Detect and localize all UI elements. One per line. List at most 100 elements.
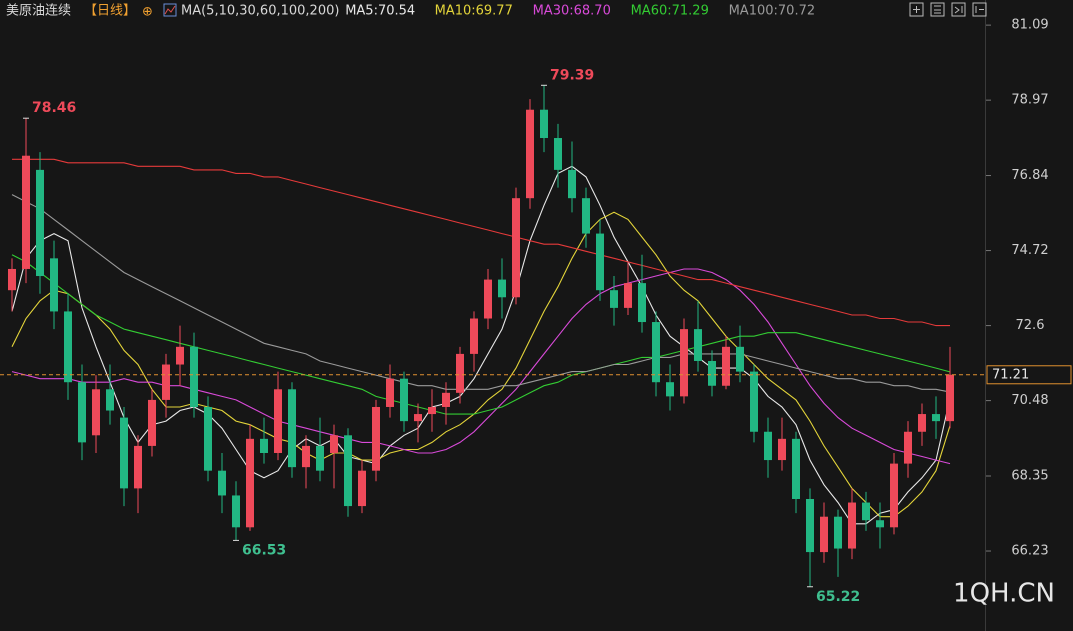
tool-button[interactable] (930, 2, 945, 17)
candle-body (92, 389, 100, 436)
candle-body (498, 279, 506, 298)
ma-line (12, 158, 950, 327)
candle-body (708, 360, 716, 386)
candle-body (610, 290, 618, 308)
candle-body (428, 406, 436, 415)
tool-button[interactable] (972, 2, 987, 17)
tool-button[interactable] (951, 2, 966, 17)
candle-body (876, 520, 884, 528)
indicator-icon-line (164, 5, 176, 15)
candle-body (722, 346, 730, 386)
candle-body (470, 318, 478, 354)
candle-body (414, 414, 422, 422)
period[interactable]: 【日线】 (84, 4, 136, 19)
candle-body (120, 417, 128, 489)
legend-entry: MA100:70.72 (729, 4, 816, 19)
candle-body (190, 346, 198, 407)
candle-body (736, 346, 744, 372)
y-tick-label: 78.97 (1011, 93, 1048, 108)
candle-body (148, 399, 156, 446)
candle-body (64, 311, 72, 383)
crosshair-icon[interactable]: ⊕ (142, 5, 153, 20)
candle-body (204, 406, 212, 471)
y-tick-label: 70.48 (1011, 393, 1048, 408)
candle-body (400, 378, 408, 422)
candle-body (274, 389, 282, 453)
candle-body (834, 516, 842, 549)
candle-body (890, 463, 898, 528)
candle-body (540, 109, 548, 139)
candle-body (176, 346, 184, 365)
annotation: 66.53 (242, 542, 286, 558)
candle-body (456, 353, 464, 393)
y-tick-label: 76.84 (1011, 168, 1048, 183)
candle-body (554, 138, 562, 170)
tool-button[interactable] (909, 2, 924, 17)
candle-body (218, 470, 226, 496)
toolbar (909, 2, 987, 17)
candle-body (316, 445, 324, 471)
candle-body (582, 198, 590, 234)
y-tick-label: 66.23 (1011, 544, 1048, 559)
last-price-label: 71.21 (992, 367, 1029, 382)
legend-entry: MA30:68.70 (533, 4, 611, 19)
candle-body (666, 382, 674, 397)
candle-body (246, 438, 254, 528)
candle-body (372, 406, 380, 471)
candle-body (134, 445, 142, 489)
legend-entry: MA60:71.29 (631, 4, 709, 19)
candle-body (806, 498, 814, 553)
legend-entry: MA10:69.77 (435, 4, 513, 19)
candle-body (792, 438, 800, 499)
chart-title: 美原油连续 (6, 3, 71, 19)
candle-body (624, 283, 632, 308)
candle-body (526, 109, 534, 199)
candle-body (344, 435, 352, 507)
candle-body (232, 495, 240, 528)
ma-line (11, 165, 951, 525)
candle-body (484, 279, 492, 319)
candle-body (750, 371, 758, 432)
candle-body (22, 155, 30, 269)
candle-body (50, 258, 58, 312)
candle-body (36, 169, 44, 277)
candle-body (568, 169, 576, 199)
ma-label: MA(5,10,30,60,100,200) (181, 4, 339, 19)
candle-body (904, 431, 912, 464)
candle-body (680, 329, 688, 397)
annotation: 79.39 (550, 67, 594, 83)
legend-entry: MA5:70.54 (345, 4, 415, 19)
annotation: 65.22 (816, 589, 860, 605)
ma-line (11, 194, 951, 393)
candle-body (78, 382, 86, 443)
candle-body (778, 438, 786, 461)
candle-body (694, 329, 702, 361)
tool-icons (913, 5, 984, 14)
candle-body (918, 414, 926, 432)
y-tick-label: 81.09 (1011, 18, 1048, 33)
candle-body (652, 322, 660, 383)
candle-body (330, 435, 338, 453)
candle-body (288, 389, 296, 468)
indicator-icon[interactable] (163, 3, 177, 17)
y-tick-label: 74.72 (1011, 243, 1048, 258)
candle-body (946, 374, 954, 422)
candle-body (386, 378, 394, 407)
watermark: 1QH.CN (953, 579, 1055, 609)
candle-body (848, 502, 856, 549)
candle-body (596, 233, 604, 291)
candle-body (302, 445, 310, 468)
candle-body (932, 414, 940, 422)
candle-body (862, 502, 870, 521)
y-tick-label: 72.6 (1016, 318, 1045, 333)
y-tick-label: 68.35 (1011, 468, 1048, 483)
candle-body (260, 438, 268, 453)
last-price-box (986, 365, 1072, 385)
annotation: 78.46 (32, 100, 76, 116)
candle-body (358, 470, 366, 507)
candle-body (106, 389, 114, 411)
ma-line (11, 211, 951, 518)
